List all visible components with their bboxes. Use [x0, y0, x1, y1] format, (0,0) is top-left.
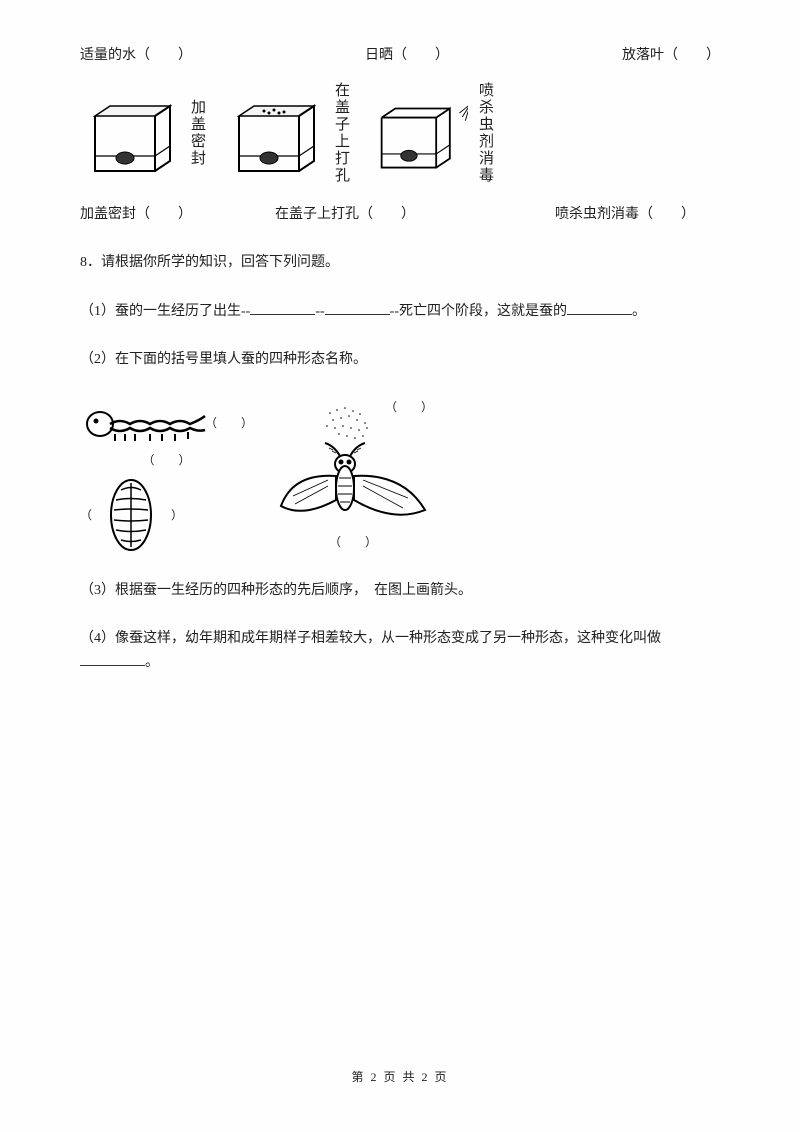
spray-box-icon [368, 86, 468, 181]
caterpillar-paren-2: （ ） [143, 451, 191, 470]
q8-sub4: （4）像蚕这样，幼年期和成年期样子相差较大，从一种形态变成了另一种形态，这种变化… [80, 628, 720, 675]
box-2: 在盖子上打孔 [224, 82, 363, 184]
blank-4 [80, 650, 145, 666]
box-3: 喷杀虫剂消毒 [368, 82, 507, 184]
blank-2 [325, 299, 390, 315]
blank-1 [250, 299, 315, 315]
moth-block: （ ） [273, 438, 433, 552]
box-3-label: 喷杀虫剂消毒 [473, 82, 497, 184]
holes-box-icon [224, 86, 324, 181]
page-footer: 第 2 页 共 2 页 [0, 1068, 800, 1087]
q8-sub4-pre: （4）像蚕这样，幼年期和成年期样子相差较大，从一种形态变成了另一种形态，这种变化… [80, 631, 661, 646]
answer-holes: 在盖子上打孔（ ） [275, 204, 555, 226]
eggs-paren: （ ） [385, 398, 433, 417]
q8-sub1: （1）蚕的一生经历了出生-- -- --死亡四个阶段，这就是蚕的 。 [80, 299, 720, 323]
caterpillar-icon [80, 396, 210, 451]
option-leaves: 放落叶（ ） [622, 45, 720, 67]
sealed-box-icon [80, 86, 180, 181]
moth-paren: （ ） [329, 533, 377, 552]
caterpillar-paren: （ ） [205, 414, 253, 433]
q8-sub3: （3）根据蚕一生经历的四种形态的先后顺序， 在图上画箭头。 [80, 580, 720, 602]
option-sun: 日晒（ ） [365, 45, 449, 67]
boxes-illustration: 加盖密封 在盖子上打孔 [80, 82, 720, 184]
option-water: 适量的水（ ） [80, 45, 192, 67]
box-2-label: 在盖子上打孔 [329, 82, 353, 184]
box-1-label: 加盖密封 [185, 99, 209, 167]
answer-spray: 喷杀虫剂消毒（ ） [555, 204, 695, 226]
insects-illustration: （ ） （ ） （ ） [80, 396, 720, 555]
q8-sub1-mid: -- [315, 304, 324, 319]
q8-sub4-end: 。 [145, 655, 159, 670]
caterpillar-block: （ ） （ ） [80, 396, 253, 470]
cocoon-block: （ ） [80, 475, 253, 555]
moth-icon [273, 438, 433, 533]
top-options-row: 适量的水（ ） 日晒（ ） 放落叶（ ） [80, 45, 720, 67]
q8-sub1-post: --死亡四个阶段，这就是蚕的 [390, 304, 567, 319]
answer-sealed: 加盖密封（ ） [80, 204, 275, 226]
answers-row: 加盖密封（ ） 在盖子上打孔（ ） 喷杀虫剂消毒（ ） [80, 204, 720, 226]
question-8-intro: 8．请根据你所学的知识，回答下列问题。 [80, 252, 720, 274]
q8-sub1-end: 。 [632, 304, 646, 319]
cocoon-paren-left: （ [80, 506, 104, 525]
box-1: 加盖密封 [80, 86, 219, 181]
q8-sub2: （2）在下面的括号里填人蚕的四种形态名称。 [80, 349, 720, 371]
q8-sub1-pre: （1）蚕的一生经历了出生-- [80, 304, 250, 319]
cocoon-paren-right: ） [159, 506, 183, 525]
blank-3 [567, 299, 632, 315]
cocoon-icon [104, 475, 159, 555]
